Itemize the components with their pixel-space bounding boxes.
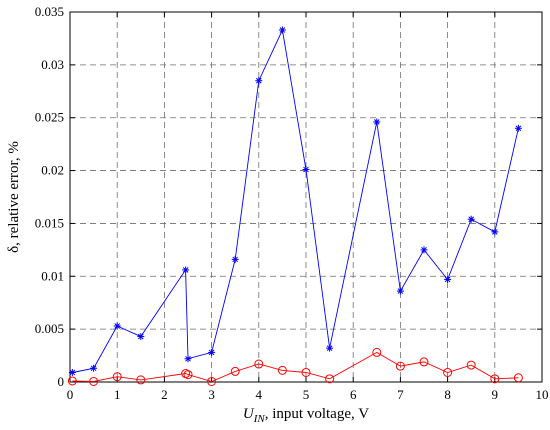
x-axis-label-main: U — [243, 406, 255, 422]
data-point-asterisk — [208, 348, 216, 356]
data-point-asterisk — [514, 124, 522, 132]
data-point-circle — [136, 375, 146, 385]
series-layer — [67, 26, 523, 386]
data-point-circle — [466, 360, 476, 370]
x-tick-label: 9 — [492, 387, 499, 402]
x-axis-label-subscript: IN — [253, 413, 266, 425]
data-point-circle — [443, 367, 453, 377]
x-tick-label: 7 — [397, 387, 404, 402]
data-point-circle — [230, 366, 240, 376]
data-point-asterisk — [373, 118, 381, 126]
asterisk-stroke — [279, 27, 286, 33]
data-point-asterisk — [68, 368, 76, 376]
x-tick-label: 0 — [67, 387, 74, 402]
y-tick-label: 0.01 — [41, 268, 64, 283]
asterisk-stroke — [326, 345, 333, 351]
data-point-circle — [513, 373, 523, 383]
x-axis-label-rest: , input voltage, V — [265, 406, 369, 422]
x-tick-label: 1 — [114, 387, 121, 402]
asterisk-stroke — [255, 77, 262, 84]
asterisk-stroke — [468, 216, 475, 223]
data-point-circle — [372, 347, 382, 357]
asterisk-stroke — [69, 369, 76, 376]
asterisk-stroke — [515, 125, 522, 132]
x-tick-label: 8 — [444, 387, 451, 402]
data-point-asterisk — [396, 287, 404, 295]
data-point-circle — [254, 359, 264, 369]
asterisk-stroke — [232, 256, 239, 263]
x-tick-label: 4 — [256, 387, 263, 402]
x-tick-label: 10 — [536, 387, 549, 402]
x-tick-label: 3 — [208, 387, 215, 402]
asterisk-stroke — [185, 355, 191, 362]
data-point-circle — [67, 376, 77, 386]
data-point-circle — [277, 365, 287, 375]
data-point-asterisk — [113, 322, 121, 330]
series-asterisk — [68, 26, 522, 376]
y-tick-label: 0.015 — [35, 215, 64, 230]
asterisk-stroke — [90, 365, 97, 372]
grid-lines — [70, 12, 542, 382]
y-tick-label: 0.035 — [35, 4, 64, 19]
data-point-asterisk — [278, 26, 286, 34]
data-point-asterisk — [491, 228, 499, 236]
y-tick-label: 0.005 — [35, 321, 64, 336]
series-circle — [67, 347, 523, 386]
data-point-circle — [490, 374, 500, 384]
data-point-asterisk — [420, 246, 428, 254]
series-line — [72, 28, 519, 373]
data-point-circle — [325, 374, 335, 384]
data-point-asterisk — [137, 333, 145, 341]
data-point-circle — [207, 376, 217, 386]
asterisk-stroke — [114, 323, 121, 329]
asterisk-stroke — [303, 166, 309, 173]
data-point-circle — [301, 367, 311, 377]
data-point-asterisk — [231, 255, 239, 263]
x-tick-label: 2 — [161, 387, 168, 402]
asterisk-stroke — [444, 276, 451, 283]
x-axis-label: UIN, input voltage, V — [243, 406, 369, 425]
y-tick-label: 0.02 — [41, 163, 64, 178]
asterisk-stroke — [421, 247, 427, 253]
data-point-asterisk — [326, 344, 334, 352]
data-point-circle — [89, 376, 99, 386]
y-tick-label: 0.03 — [41, 57, 64, 72]
x-tick-label: 5 — [303, 387, 310, 402]
x-tick-label: 6 — [350, 387, 357, 402]
data-point-circle — [183, 370, 193, 380]
data-point-circle — [395, 361, 405, 371]
data-point-circle — [112, 372, 122, 382]
data-point-circle — [419, 357, 429, 367]
asterisk-stroke — [373, 119, 380, 125]
series-line — [72, 351, 519, 382]
data-point-asterisk — [467, 215, 475, 223]
asterisk-stroke — [397, 288, 404, 294]
y-axis-label: δ, relative error, % — [6, 141, 22, 253]
y-tick-label: 0.025 — [35, 110, 64, 125]
data-point-asterisk — [302, 166, 310, 174]
data-point-asterisk — [184, 355, 192, 363]
data-point-asterisk — [182, 266, 190, 274]
y-tick-label: 0 — [58, 374, 65, 389]
data-point-asterisk — [255, 77, 263, 85]
asterisk-stroke — [491, 229, 498, 235]
data-point-asterisk — [90, 364, 98, 372]
asterisk-stroke — [208, 349, 215, 356]
asterisk-stroke — [182, 267, 189, 273]
data-point-asterisk — [444, 275, 452, 283]
axis-ticks: 0 1 2 3 4 5 6 7 8 9 10 0 0.005 0.01 0.015 0.02 0.025 0.03… — [35, 4, 549, 402]
asterisk-stroke — [137, 333, 144, 340]
